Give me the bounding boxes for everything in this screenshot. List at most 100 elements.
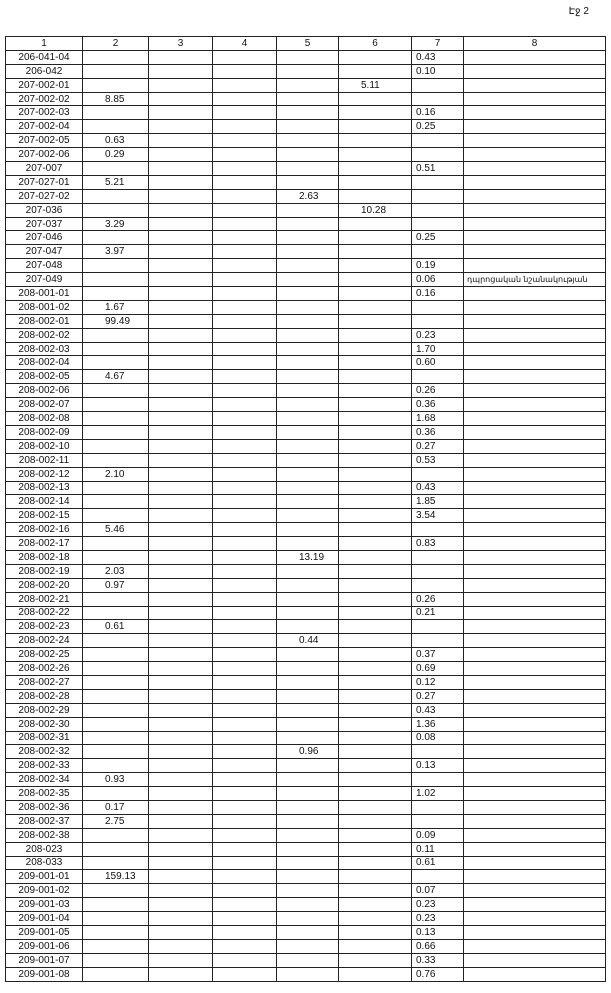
column-4-cell — [212, 258, 277, 274]
column-3-cell — [148, 730, 213, 746]
column-4-cell — [212, 674, 277, 690]
column-7-cell: 0.13 — [411, 758, 464, 774]
column-7-cell — [411, 299, 464, 315]
column-8-cell — [463, 161, 606, 176]
column-4-cell — [212, 897, 277, 913]
table-row: 207-002-03 0.16 — [5, 105, 606, 121]
table-row: 208-002-13 0.43 — [5, 480, 606, 496]
column-2-cell — [82, 536, 149, 551]
column-2-cell — [82, 938, 149, 954]
parcel-code-cell: 208-002-38 — [5, 827, 83, 843]
column-8-cell — [463, 397, 606, 413]
column-6-cell — [338, 63, 412, 79]
column-5-cell — [276, 674, 339, 690]
column-4-cell — [212, 772, 277, 788]
column-5-cell — [276, 605, 339, 621]
column-6-cell — [338, 438, 412, 454]
column-5-cell — [276, 508, 339, 524]
column-2-cell — [82, 674, 149, 690]
column-6-cell — [338, 702, 412, 718]
column-2-cell — [82, 661, 149, 676]
column-6-cell — [338, 786, 412, 801]
column-4-cell — [212, 619, 277, 635]
column-6-cell — [338, 633, 412, 649]
column-8-cell — [463, 744, 606, 760]
column-7-cell: 3.54 — [411, 508, 464, 524]
column-8-cell — [463, 633, 606, 649]
column-3-cell — [148, 549, 213, 565]
column-6-cell — [338, 911, 412, 926]
column-6-cell — [338, 813, 412, 829]
column-4-cell — [212, 925, 277, 940]
column-5-cell — [276, 327, 339, 343]
column-3-cell — [148, 161, 213, 176]
table-row: 208-001-01 0.16 — [5, 286, 606, 301]
page-number: Էջ 2 — [568, 6, 589, 17]
column-7-cell: 0.36 — [411, 397, 464, 413]
column-7-cell: 0.23 — [411, 897, 464, 913]
parcel-code-cell: 207-027-02 — [5, 188, 83, 204]
column-8-cell — [463, 674, 606, 690]
column-3-cell — [148, 508, 213, 524]
table-row: 208-002-34 0.93 — [5, 772, 606, 788]
column-2-cell — [82, 549, 149, 565]
column-5-cell — [276, 925, 339, 940]
column-7-cell: 0.51 — [411, 161, 464, 176]
table-row: 208-023 0.11 — [5, 841, 606, 857]
column-2-cell — [82, 411, 149, 426]
column-6-cell — [338, 494, 412, 510]
column-5-cell — [276, 105, 339, 121]
column-4-cell — [212, 355, 277, 371]
table-row: 208-001-02 1.67 — [5, 299, 606, 315]
table-row: 208-002-04 0.60 — [5, 355, 606, 371]
column-6-cell — [338, 799, 412, 815]
column-6-cell — [338, 855, 412, 871]
column-8-cell — [463, 549, 606, 565]
column-2-cell — [82, 452, 149, 468]
table-row: 208-002-37 2.75 — [5, 813, 606, 829]
parcel-code-cell: 209-001-06 — [5, 938, 83, 954]
column-2-cell — [82, 424, 149, 440]
column-7-cell — [411, 369, 464, 385]
column-6-cell — [338, 286, 412, 301]
column-3-cell — [148, 661, 213, 676]
column-3-cell — [148, 619, 213, 635]
column-8-cell — [463, 938, 606, 954]
column-7-cell — [411, 77, 464, 93]
column-5-cell — [276, 938, 339, 954]
column-7-cell: 0.19 — [411, 258, 464, 274]
column-7-cell: 0.09 — [411, 827, 464, 843]
column-8-cell — [463, 897, 606, 913]
column-2-cell — [82, 286, 149, 301]
column-7-cell: 0.10 — [411, 63, 464, 79]
column-5-cell — [276, 438, 339, 454]
column-4-cell — [212, 411, 277, 426]
column-7-cell: 0.33 — [411, 952, 464, 968]
column-7-cell: 0.12 — [411, 674, 464, 690]
column-8-cell — [463, 355, 606, 371]
parcel-code-cell: 207-036 — [5, 202, 83, 218]
table-row: 207-002-05 0.63 — [5, 133, 606, 149]
column-5-cell — [276, 133, 339, 149]
column-2-cell: 3.97 — [82, 244, 149, 260]
parcel-code-cell: 207-002-04 — [5, 119, 83, 135]
column-8-cell — [463, 119, 606, 135]
column-4-cell — [212, 147, 277, 163]
column-header-7: 7 — [411, 36, 464, 51]
column-4-cell — [212, 952, 277, 968]
column-4-cell — [212, 383, 277, 399]
column-8-cell — [463, 883, 606, 899]
column-2-cell — [82, 925, 149, 940]
column-5-cell — [276, 591, 339, 607]
column-3-cell — [148, 758, 213, 774]
column-8-cell — [463, 952, 606, 968]
column-8-cell — [463, 508, 606, 524]
column-8-cell — [463, 855, 606, 871]
column-2-cell: 5.46 — [82, 522, 149, 538]
column-8-cell — [463, 813, 606, 829]
parcel-code-cell: 208-002-05 — [5, 369, 83, 385]
column-8-cell — [463, 536, 606, 551]
column-7-cell: 0.83 — [411, 536, 464, 551]
column-6-cell — [338, 925, 412, 940]
column-6-cell — [338, 577, 412, 593]
